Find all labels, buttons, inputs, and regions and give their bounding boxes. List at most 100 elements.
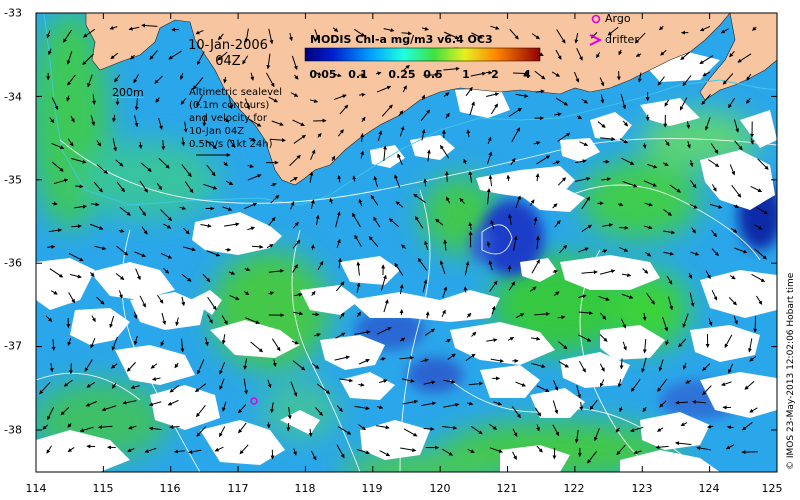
velocity-arrow bbox=[634, 32, 646, 44]
velocity-arrow bbox=[134, 251, 147, 257]
velocity-arrow bbox=[194, 383, 207, 393]
velocity-arrow bbox=[552, 400, 559, 415]
velocity-arrow bbox=[67, 337, 72, 346]
velocity-arrow bbox=[557, 132, 571, 142]
velocity-arrow bbox=[663, 230, 676, 235]
velocity-arrow bbox=[383, 28, 395, 33]
velocity-arrow bbox=[726, 425, 734, 430]
velocity-arrow bbox=[158, 157, 170, 169]
velocity-arrow bbox=[708, 318, 713, 327]
velocity-arrow bbox=[148, 401, 162, 407]
velocity-arrow bbox=[508, 107, 523, 117]
velocity-arrow bbox=[96, 164, 108, 174]
velocity-arrow bbox=[270, 402, 275, 414]
velocity-arrow bbox=[160, 340, 165, 347]
velocity-arrow bbox=[630, 426, 644, 433]
velocity-arrow bbox=[402, 378, 415, 383]
velocity-arrow bbox=[223, 76, 228, 84]
velocity-arrow bbox=[691, 399, 707, 404]
velocity-arrow bbox=[380, 357, 386, 361]
velocity-arrow bbox=[242, 55, 249, 65]
velocity-arrow bbox=[471, 32, 483, 39]
velocity-arrow bbox=[511, 127, 520, 143]
velocity-arrow bbox=[310, 199, 315, 210]
velocity-arrow bbox=[388, 218, 400, 228]
velocity-arrow bbox=[621, 293, 634, 299]
velocity-arrow bbox=[174, 362, 179, 369]
velocity-arrow bbox=[535, 89, 545, 94]
velocity-arrow bbox=[689, 159, 694, 168]
velocity-arrow bbox=[754, 248, 767, 260]
velocity-arrow bbox=[139, 180, 148, 193]
velocity-arrow bbox=[222, 401, 227, 412]
velocity-arrow bbox=[439, 260, 446, 275]
velocity-arrow bbox=[443, 66, 460, 71]
velocity-arrow bbox=[741, 450, 758, 455]
velocity-arrow bbox=[688, 272, 693, 279]
velocity-arrow bbox=[533, 216, 538, 226]
velocity-arrow bbox=[243, 378, 248, 395]
velocity-arrow bbox=[46, 30, 51, 39]
velocity-arrow bbox=[552, 160, 561, 165]
velocity-arrow bbox=[222, 206, 233, 211]
velocity-arrow bbox=[552, 424, 560, 437]
velocity-arrow bbox=[51, 142, 65, 150]
velocity-arrow bbox=[309, 171, 314, 183]
velocity-arrow bbox=[755, 295, 763, 305]
velocity-arrow bbox=[111, 382, 117, 389]
velocity-arrow bbox=[665, 339, 670, 346]
velocity-arrow bbox=[356, 448, 371, 455]
velocity-arrow bbox=[138, 141, 143, 149]
velocity-arrow bbox=[468, 170, 473, 183]
velocity-arrow bbox=[581, 98, 588, 104]
axis-ticks bbox=[35, 12, 778, 472]
velocity-arrow bbox=[48, 48, 52, 56]
velocity-arrow bbox=[645, 251, 652, 257]
velocity-arrow bbox=[96, 296, 105, 305]
velocity-arrow bbox=[244, 98, 251, 110]
legend-drifter-label: drifter bbox=[605, 33, 639, 46]
velocity-arrow bbox=[471, 331, 477, 337]
velocity-arrow bbox=[711, 184, 717, 192]
velocity-arrow bbox=[753, 316, 758, 333]
velocity-arrow bbox=[729, 164, 736, 176]
velocity-arrow bbox=[182, 246, 196, 252]
velocity-arrow bbox=[292, 221, 299, 229]
velocity-arrow bbox=[47, 407, 55, 421]
velocity-arrow bbox=[395, 201, 404, 208]
velocity-arrow bbox=[557, 177, 567, 186]
velocity-arrow bbox=[402, 399, 419, 405]
velocity-arrow bbox=[487, 136, 492, 144]
velocity-arrow bbox=[558, 361, 569, 368]
velocity-arrow bbox=[248, 118, 262, 127]
velocity-arrow bbox=[219, 426, 226, 438]
velocity-arrow bbox=[270, 194, 280, 204]
velocity-arrow bbox=[711, 289, 718, 301]
velocity-arrow bbox=[333, 73, 342, 78]
velocity-arrow bbox=[149, 50, 158, 60]
velocity-arrow bbox=[223, 161, 228, 167]
velocity-arrow bbox=[459, 197, 465, 204]
velocity-arrow bbox=[733, 204, 740, 209]
velocity-arrow bbox=[114, 74, 121, 83]
x-tick-label: 114 bbox=[25, 482, 47, 495]
y-tick-label: -37 bbox=[4, 339, 22, 353]
velocity-arrow bbox=[336, 281, 345, 292]
velocity-arrow bbox=[579, 141, 589, 146]
velocity-arrow bbox=[556, 29, 566, 44]
velocity-arrow bbox=[531, 259, 540, 274]
velocity-arrow bbox=[682, 75, 692, 87]
velocity-arrow bbox=[94, 245, 107, 251]
velocity-arrow bbox=[531, 33, 540, 40]
velocity-arrow bbox=[574, 176, 591, 182]
velocity-arrow bbox=[581, 270, 598, 275]
velocity-arrow bbox=[602, 223, 614, 228]
velocity-arrow bbox=[110, 52, 119, 60]
drifter-legend-icon bbox=[589, 34, 603, 46]
velocity-arrow bbox=[266, 53, 271, 70]
velocity-arrow bbox=[489, 280, 498, 292]
velocity-arrow bbox=[733, 316, 738, 325]
velocity-arrow bbox=[400, 447, 417, 453]
velocity-arrow bbox=[217, 51, 228, 61]
